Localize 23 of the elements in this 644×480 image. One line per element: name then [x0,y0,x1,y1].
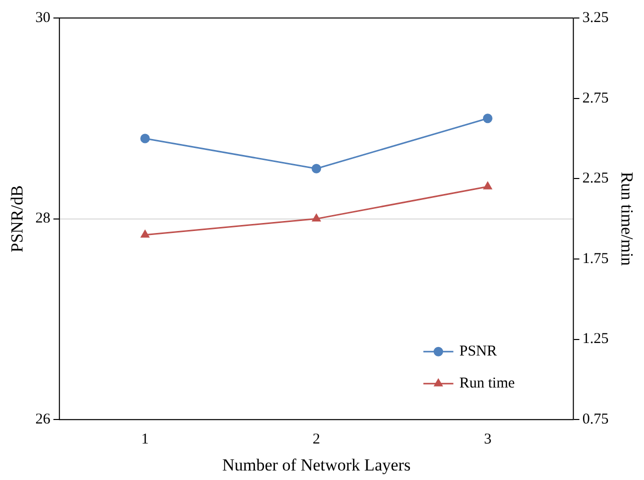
y-axis-title: PSNR/dB [8,185,27,252]
x-axis-title: Number of Network Layers [222,455,411,474]
point [312,164,322,174]
point [140,230,150,238]
y-tick-label: 26 [35,412,51,428]
y2-tick-label: 3.25 [582,10,609,26]
y2-tick-label: 1.25 [582,331,609,348]
y2-axis-title: Run time/min [617,172,636,266]
point [482,114,492,124]
x-tick-label: 2 [312,432,320,448]
y-tick-label: 30 [35,10,50,26]
legend-label: Run time [459,376,516,392]
y2-tick-label: 0.75 [582,412,609,428]
point [312,214,321,222]
x-tick-label: 1 [141,432,149,448]
legend-label: PSNR [459,344,497,360]
y2-tick-label: 2.75 [582,90,609,106]
y2-tick-label: 2.25 [582,170,609,187]
y2-tick-label: 1.75 [582,250,609,267]
point [483,182,492,190]
x-tick-label: 3 [484,432,492,448]
point [140,134,150,144]
y-tick-label: 28 [35,210,50,227]
